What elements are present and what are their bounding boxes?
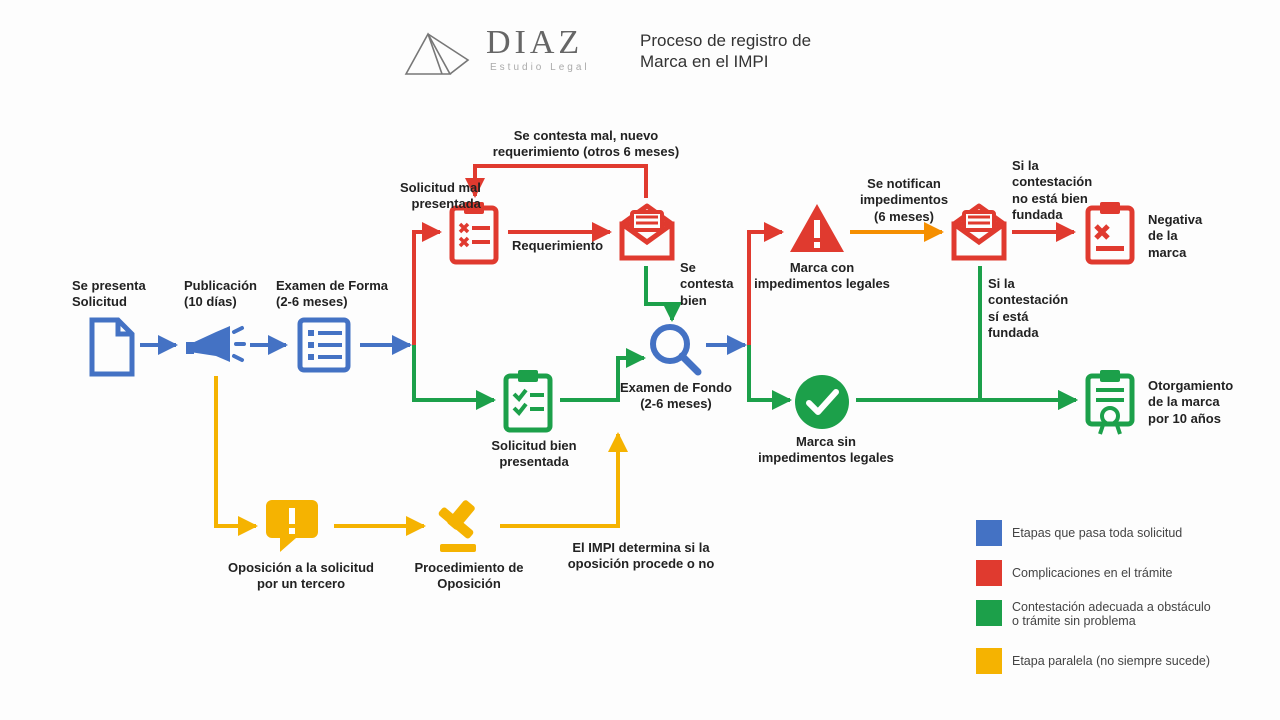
label-oposicion: Oposición a la solicitud por un tercero [216,560,386,593]
label-negativa: Negativa de la marca [1148,212,1202,261]
check-circle-icon [792,372,852,432]
legend-swatch-3 [976,648,1002,674]
label-publicacion: Publicación (10 días) [184,278,257,311]
label-solicitud: Se presenta Solicitud [72,278,146,311]
list-icon [294,314,354,376]
label-bien-presentada: Solicitud bien presentada [484,438,584,471]
label-no-fundada: Si la contestación no está bien fundada [1012,158,1092,223]
label-notifican: Se notifican impedimentos (6 meses) [854,176,954,225]
label-contesta-bien: Se contesta bien [680,260,733,309]
warning-icon [786,200,848,258]
envelope-notify-icon [948,200,1010,264]
label-loop: Se contesta mal, nuevo requerimiento (ot… [486,128,686,161]
magnifier-icon [646,320,704,378]
envelope-red-icon [616,200,678,264]
label-examen-fondo: Examen de Fondo (2-6 meses) [616,380,736,413]
label-otorgamiento: Otorgamiento de la marca por 10 años [1148,378,1233,427]
legend-swatch-2 [976,600,1002,626]
legend-text-3: Etapa paralela (no siempre sucede) [1012,654,1210,668]
megaphone-icon [184,316,248,376]
legend-swatch-0 [976,520,1002,546]
label-examen-forma: Examen de Forma (2-6 meses) [276,278,388,311]
legend-text-0: Etapas que pasa toda solicitud [1012,526,1182,540]
label-si-fundada: Si la contestación sí está fundada [988,276,1068,341]
document-icon [84,316,140,378]
certificate-icon [1080,368,1140,438]
legend-text-2: Contestación adecuada a obstáculo o trám… [1012,600,1211,628]
gavel-icon [430,494,496,556]
speech-warning-icon [262,496,328,556]
clipboard-good-icon [498,368,558,434]
label-impedimentos: Marca con impedimentos legales [752,260,892,293]
label-requerimiento: Requerimiento [512,238,603,254]
label-impi-determina: El IMPI determina si la oposición proced… [556,540,726,573]
label-mal-presentada: Solicitud mal presentada [400,180,481,213]
legend-swatch-1 [976,560,1002,586]
legend-text-1: Complicaciones en el trámite [1012,566,1173,580]
label-sin-impedimentos: Marca sin impedimentos legales [756,434,896,467]
label-proc-oposicion: Procedimiento de Oposición [404,560,534,593]
